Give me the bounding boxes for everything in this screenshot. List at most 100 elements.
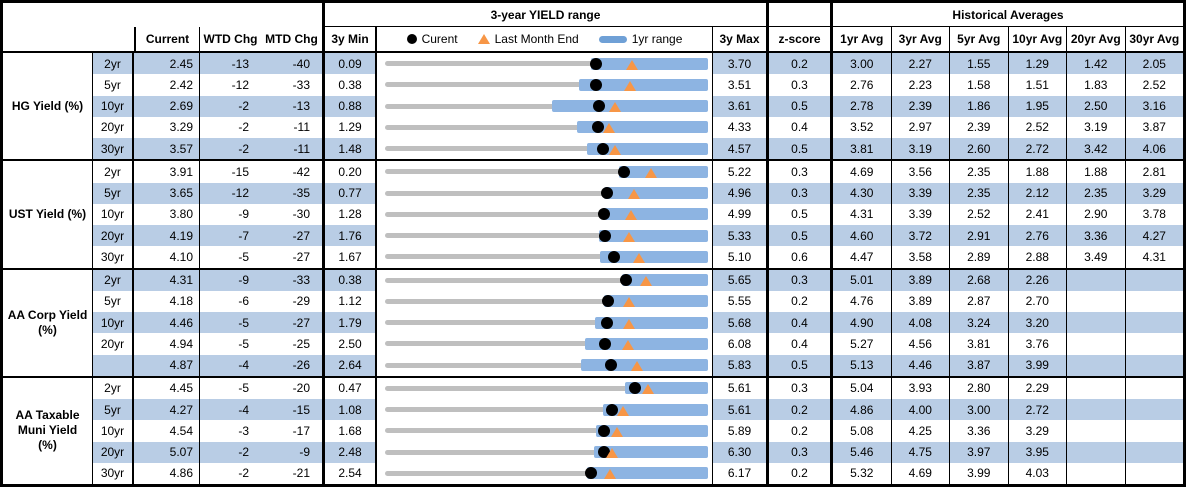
one-year-range-bar — [621, 274, 708, 287]
avg-cell-3yr: 2.23 — [891, 74, 950, 96]
last-month-end-marker — [627, 189, 640, 200]
wtd-mtd-cell: -2 -13 — [200, 95, 325, 117]
wtd-mtd-cell: -2 -21 — [200, 462, 325, 484]
last-month-end-marker — [605, 448, 618, 459]
wtd-chg-value: -5 — [238, 249, 249, 264]
avg-cell-10yr: 2.76 — [1008, 225, 1067, 247]
one-year-range-bar — [585, 337, 708, 350]
group-header-row: 3-year YIELD range Historical Averages — [3, 3, 1183, 27]
bullet-chart-cell — [377, 161, 713, 183]
avg-cell-20yr: 1.42 — [1067, 53, 1126, 75]
bullet-chart-cell — [377, 246, 713, 268]
wtd-mtd-cell: -12 -33 — [200, 74, 325, 96]
mtd-chg-value: -27 — [292, 315, 310, 330]
three-year-track — [385, 298, 708, 304]
last-month-end-marker — [603, 123, 616, 134]
avg-cell-3yr: 3.19 — [891, 138, 950, 160]
wtd-chg-value: -5 — [238, 381, 249, 396]
current-dot — [597, 142, 610, 155]
last-month-end-marker — [640, 276, 653, 287]
current-value-cell: 2.42 — [134, 74, 200, 96]
avg-cell-1yr: 4.69 — [833, 161, 892, 183]
current-value-cell: 4.10 — [134, 246, 200, 268]
bullet-chart-cell — [377, 290, 713, 312]
current-value-cell: 4.18 — [134, 290, 200, 312]
avg-cell-30yr — [1125, 312, 1183, 334]
avg-cell-1yr: 4.90 — [833, 312, 892, 334]
bullet-chart-cell — [377, 225, 713, 247]
wtd-mtd-cell: -13 -40 — [200, 53, 325, 75]
avg-cell-5yr: 3.97 — [950, 441, 1009, 463]
three-year-min-cell: 0.38 — [325, 74, 377, 96]
last-month-end-marker — [608, 144, 621, 155]
avg-cell-1yr: 3.81 — [833, 138, 892, 160]
wtd-mtd-cell: -2 -11 — [200, 138, 325, 160]
bullet-chart-cell — [377, 138, 713, 160]
current-value-cell: 3.91 — [134, 161, 200, 183]
three-year-min-cell: 0.77 — [325, 182, 377, 204]
three-year-min-cell: 1.68 — [325, 420, 377, 442]
three-year-min-cell: 2.50 — [325, 333, 377, 355]
avg-cell-1yr: 5.46 — [833, 441, 892, 463]
range-bar-icon — [598, 35, 627, 43]
avg-cell-3yr: 3.56 — [891, 161, 950, 183]
avg-cell-10yr: 2.12 — [1008, 182, 1067, 204]
current-value-cell: 5.07 — [134, 441, 200, 463]
last-month-end-marker — [604, 469, 617, 480]
three-year-max-cell: 5.33 — [713, 225, 769, 247]
avg-cell-3yr: 4.56 — [891, 333, 950, 355]
wtd-chg-value: -5 — [238, 336, 249, 351]
avg-cell-1yr: 4.86 — [833, 399, 892, 421]
avg-cell-3yr: 4.00 — [891, 399, 950, 421]
column-header-30yr-avg: 30yr Avg — [1129, 32, 1180, 46]
avg-cell-30yr: 2.05 — [1125, 53, 1183, 75]
three-year-track — [385, 428, 708, 434]
tenor-label: 5yr — [93, 399, 134, 421]
avg-cell-3yr: 3.93 — [891, 377, 950, 399]
wtd-mtd-cell: -6 -29 — [200, 290, 325, 312]
table-row: 2yr 4.45 -5 -20 0.47 5.61 0.3 5.04 3.93 2.… — [93, 377, 1183, 399]
mtd-chg-value: -27 — [292, 249, 310, 264]
tenor-label: 20yr — [93, 225, 134, 247]
current-value-cell: 4.86 — [134, 462, 200, 484]
three-year-track — [385, 470, 708, 476]
zscore-cell: 0.3 — [769, 441, 833, 463]
wtd-chg-value: -2 — [238, 120, 249, 135]
avg-cell-1yr: 4.60 — [833, 225, 892, 247]
section-label: UST Yield (%) — [3, 161, 93, 268]
header-spacer-left — [3, 3, 325, 27]
avg-cell-5yr: 3.36 — [950, 420, 1009, 442]
tenor-label — [93, 354, 134, 376]
zscore-cell: 0.5 — [769, 138, 833, 160]
tenor-label: 20yr — [93, 116, 134, 138]
wtd-chg-value: -4 — [238, 358, 249, 373]
three-year-min-cell: 1.48 — [325, 138, 377, 160]
last-month-end-marker — [644, 167, 657, 178]
avg-cell-10yr: 4.03 — [1008, 462, 1067, 484]
three-year-track — [385, 169, 708, 175]
avg-cell-5yr: 1.58 — [950, 74, 1009, 96]
three-year-max-cell: 6.17 — [713, 462, 769, 484]
legend-range-label: 1yr range — [631, 32, 683, 46]
zscore-cell: 0.6 — [769, 246, 833, 268]
table-row: 30yr 4.10 -5 -27 1.67 5.10 0.6 4.47 3.58 2… — [93, 246, 1183, 268]
zscore-cell: 0.5 — [769, 354, 833, 376]
avg-cell-30yr: 3.78 — [1125, 203, 1183, 225]
current-value-cell: 2.69 — [134, 95, 200, 117]
chart-group-title: 3-year YIELD range — [325, 3, 769, 27]
last-month-end-marker — [631, 361, 644, 372]
three-year-max-cell: 5.89 — [713, 420, 769, 442]
zscore-cell: 0.4 — [769, 116, 833, 138]
table-row: 30yr 4.86 -2 -21 2.54 6.17 0.2 5.32 4.69 3… — [93, 462, 1183, 484]
one-year-range-bar — [603, 403, 708, 416]
tenor-label: 10yr — [93, 95, 134, 117]
table-row: 5yr 3.65 -12 -35 0.77 4.96 0.3 4.30 3.39 2… — [93, 182, 1183, 204]
last-month-end-marker — [623, 318, 636, 329]
bullet-chart-cell — [377, 53, 713, 75]
column-header-mtd: MTD Chg — [265, 32, 318, 46]
last-month-end-marker — [625, 59, 638, 70]
avg-cell-30yr — [1125, 290, 1183, 312]
column-header-current: Current — [134, 27, 200, 51]
three-year-min-cell: 1.29 — [325, 116, 377, 138]
